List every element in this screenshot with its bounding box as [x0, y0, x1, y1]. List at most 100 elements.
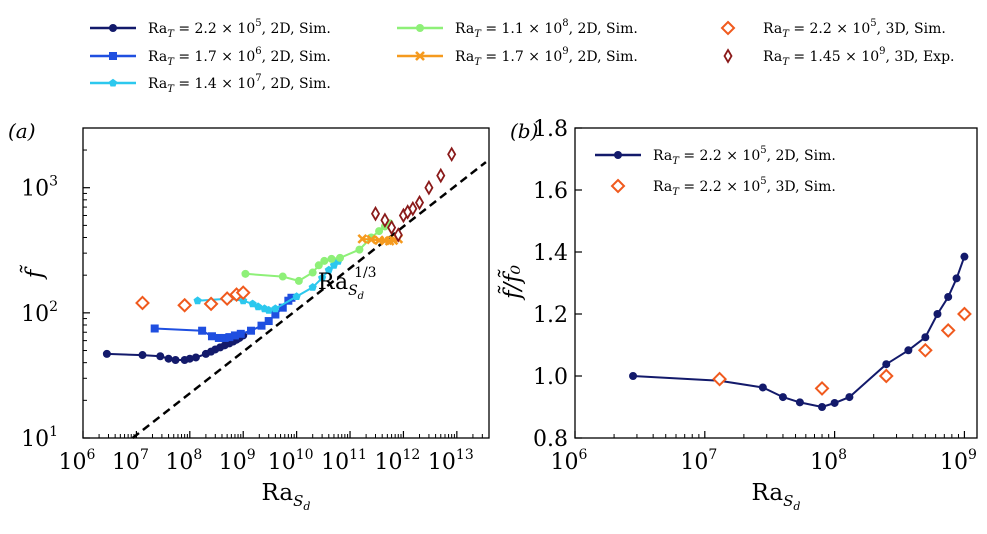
data-point [357, 233, 368, 244]
data-point [917, 342, 933, 358]
panel-a: 106 107 108 109 1010 1011 1012 1013 101 102 103 RaS… [8, 119, 490, 513]
legend-marker [723, 48, 733, 64]
x-tick-label: 106 [59, 447, 96, 475]
data-point [207, 332, 216, 341]
data-point [758, 383, 767, 392]
data-point [198, 326, 207, 335]
x-tick-label: 1013 [428, 447, 474, 475]
data-point [287, 293, 296, 302]
legend-label: RaT = 1.4 × 107, 2D, Sim. [148, 73, 331, 95]
legend-entry-s6: RaT = 2.2 × 105, 3D, Sim. [720, 18, 946, 40]
data-point [164, 354, 173, 363]
legend-marker [109, 24, 117, 32]
data-point [177, 297, 193, 313]
y-tick-label: 1.8 [533, 117, 568, 142]
legend-marker [415, 51, 425, 61]
data-point [830, 398, 839, 407]
y-axis-label: f̃/f̃₀ [499, 265, 526, 301]
power-law-annotation: RaSd1/3 [318, 265, 377, 302]
panel-b-legend: RaT = 2.2 × 105, 2D, Sim. RaT = 2.2 × 105… [595, 145, 836, 198]
data-point [921, 333, 930, 342]
data-point [944, 292, 953, 301]
data-point [138, 351, 147, 360]
data-point [324, 265, 333, 274]
data-point [308, 268, 317, 277]
legend-label: RaT = 2.2 × 105, 2D, Sim. [148, 18, 331, 40]
legend-entry-s4: RaT = 1.1 × 108, 2D, Sim. [397, 18, 638, 40]
series-s5 [357, 233, 404, 246]
legend-entry-s2: RaT = 1.7 × 106, 2D, Sim. [90, 46, 331, 68]
panel-label: (b) [510, 119, 538, 143]
series-s7 [370, 146, 457, 243]
series-s1 [629, 252, 969, 411]
legend-label: RaT = 1.7 × 109, 2D, Sim. [455, 46, 638, 68]
y-axis-label: f̃ [21, 264, 48, 280]
legend-label: RaT = 2.2 × 105, 2D, Sim. [653, 145, 836, 167]
data-point [314, 261, 323, 270]
y-tick-label: 101 [21, 424, 58, 452]
x-tick-label: 109 [219, 447, 256, 475]
legend-label: RaT = 2.2 × 105, 3D, Sim. [763, 18, 946, 40]
data-point [940, 323, 956, 338]
data-point [878, 368, 894, 384]
data-point [318, 273, 327, 282]
data-point [327, 254, 336, 263]
data-point [230, 331, 239, 340]
data-point [957, 306, 972, 322]
x-tick-label: 1011 [321, 447, 367, 475]
data-point [150, 324, 159, 333]
data-point [185, 354, 194, 363]
data-point [271, 304, 280, 313]
legend-marker [614, 151, 622, 159]
data-point [375, 227, 384, 236]
legend-marker [416, 24, 424, 32]
data-point [225, 333, 234, 342]
data-point [156, 352, 165, 361]
data-point [436, 167, 446, 184]
y-tick-label: 1.2 [533, 303, 568, 328]
legend-entry-s5: RaT = 1.7 × 109, 2D, Sim. [397, 46, 638, 68]
data-point [191, 353, 200, 362]
data-point [355, 245, 364, 254]
data-point [960, 252, 969, 261]
data-point [292, 292, 301, 300]
data-point [264, 305, 273, 314]
data-point [294, 276, 303, 285]
data-point [414, 194, 425, 211]
data-point [236, 329, 245, 338]
data-point [278, 303, 287, 312]
y-tick-label: 1.6 [533, 179, 568, 204]
data-point [220, 333, 229, 342]
x-tick-label: 109 [940, 447, 977, 475]
legend-entry-s1: RaT = 2.2 × 105, 2D, Sim. [595, 145, 836, 167]
x-tick-label: 108 [165, 447, 202, 475]
figure-legend: RaT = 2.2 × 105, 2D, Sim. RaT = 1.7 × 106… [90, 18, 954, 95]
panel-b: 106 107 108 109 0.8 1.0 1.2 1.4 1.6 1.8 RaT = 2.2 … [499, 117, 978, 513]
x-tick-label: 107 [112, 447, 149, 475]
data-point [271, 310, 280, 319]
data-point [308, 283, 317, 291]
series-s6 [712, 306, 972, 396]
y-tick-label: 0.8 [533, 427, 568, 452]
data-point [933, 310, 942, 318]
legend-entry-s1: RaT = 2.2 × 105, 2D, Sim. [90, 18, 331, 40]
y-tick-label: 1.0 [533, 365, 568, 390]
data-point [102, 349, 111, 358]
x-tick-label: 1010 [268, 447, 314, 475]
data-point [235, 285, 251, 301]
y-tick-label: 1.4 [533, 241, 568, 266]
data-point [778, 393, 787, 402]
data-point [366, 234, 377, 245]
x-axis-label: RaSd [752, 480, 801, 513]
data-point [393, 227, 403, 243]
data-point [320, 256, 329, 265]
series-s3 [193, 257, 343, 314]
data-point [629, 372, 638, 380]
legend-entry-s3: RaT = 1.4 × 107, 2D, Sim. [90, 73, 331, 95]
data-point [241, 269, 250, 278]
data-point [370, 205, 381, 222]
plot-frame [82, 127, 490, 439]
legend-marker [108, 78, 118, 87]
data-point [380, 212, 390, 228]
